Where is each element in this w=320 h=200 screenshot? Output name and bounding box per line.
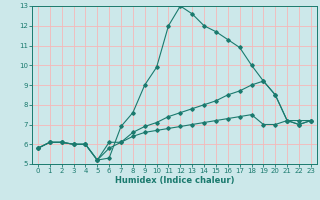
X-axis label: Humidex (Indice chaleur): Humidex (Indice chaleur) <box>115 176 234 185</box>
